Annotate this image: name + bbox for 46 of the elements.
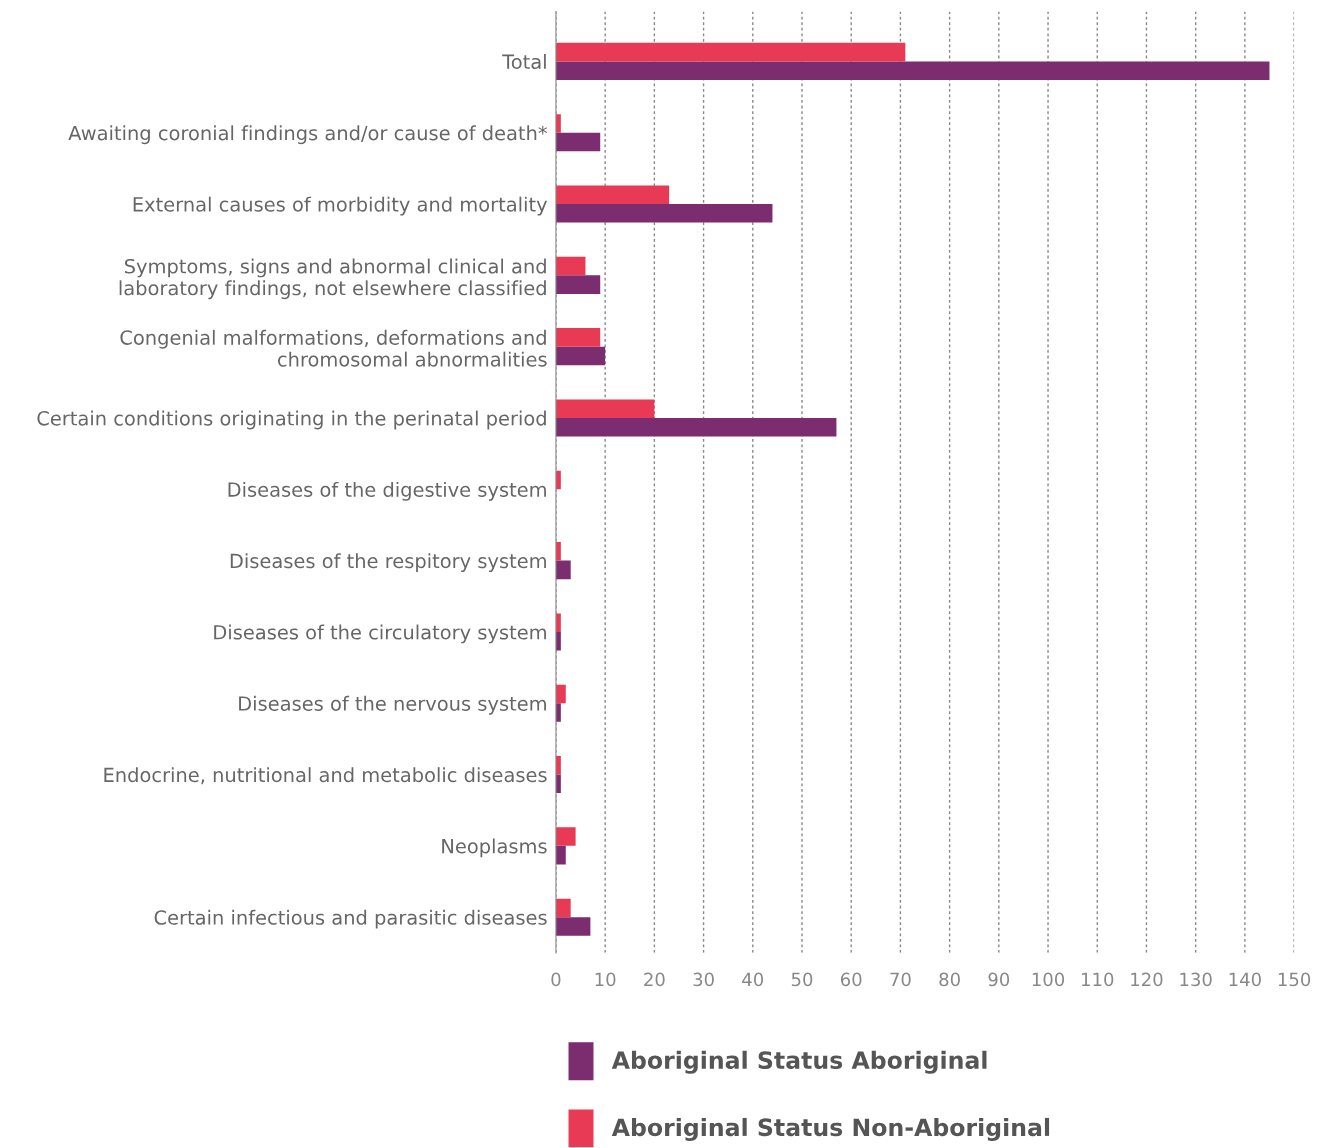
bar xyxy=(555,61,1270,80)
y-tick-label: External causes of morbidity and mortality xyxy=(133,196,548,216)
legend-label: Aboriginal Status Non-Aboriginal xyxy=(611,1117,1050,1141)
y-tick-label: Total xyxy=(502,54,546,70)
bar xyxy=(555,275,601,294)
y-tick-label: Neoplasms xyxy=(442,838,547,858)
y-tick-label: Diseases of the digestive system xyxy=(228,481,546,501)
x-tick-label: 140 xyxy=(1229,972,1261,987)
x-tick-label: 100 xyxy=(1032,972,1065,987)
bar xyxy=(555,204,773,223)
bar xyxy=(555,328,601,347)
bar xyxy=(555,898,571,918)
x-tick-label: 150 xyxy=(1278,972,1311,987)
x-tick-label: 80 xyxy=(939,972,960,987)
bar xyxy=(555,346,606,366)
bar xyxy=(555,827,576,846)
x-tick-label: 120 xyxy=(1131,972,1163,987)
y-tick-label: Endocrine, nutritional and metabolic diseases xyxy=(104,767,547,785)
bar xyxy=(555,399,655,418)
y-tick-label: Certain conditions originating in the perinatal period xyxy=(37,410,546,430)
bar xyxy=(555,185,670,205)
x-tick-label: 0 xyxy=(551,972,561,987)
bar xyxy=(555,917,591,936)
x-tick-label: 90 xyxy=(988,972,1010,987)
bar xyxy=(555,132,601,152)
bar xyxy=(555,256,586,276)
x-tick-label: 20 xyxy=(644,972,665,987)
y-tick-label: Diseases of the circulatory system xyxy=(214,624,546,644)
x-tick-label: 30 xyxy=(693,972,714,987)
x-tick-label: 40 xyxy=(742,972,764,987)
y-tick-label: Congenial malformations, deformations and chromosomal abnormalities xyxy=(120,329,547,367)
y-tick-label: Diseases of the nervous system xyxy=(239,695,546,715)
x-tick-label: 130 xyxy=(1180,972,1212,987)
x-tick-label: 10 xyxy=(595,972,616,987)
x-tick-label: 50 xyxy=(791,972,813,987)
bar xyxy=(555,42,906,62)
y-tick-label: Awaiting coronial findings and/or cause of death* xyxy=(68,125,548,145)
legend-label: Aboriginal Status Aboriginal xyxy=(611,1050,987,1074)
bar xyxy=(555,417,837,437)
x-tick-label: 70 xyxy=(890,972,911,987)
y-tick-label: Diseases of the respitory system xyxy=(230,553,546,573)
x-tick-label: 60 xyxy=(840,972,862,987)
y-tick-label: Certain infectious and parasitic diseases xyxy=(154,909,547,929)
y-tick-label: Symptoms, signs and abnormal clinical and laboratory findings, not elsewhere classified xyxy=(119,258,546,300)
bar xyxy=(555,560,571,580)
x-tick-label: 110 xyxy=(1082,972,1114,987)
